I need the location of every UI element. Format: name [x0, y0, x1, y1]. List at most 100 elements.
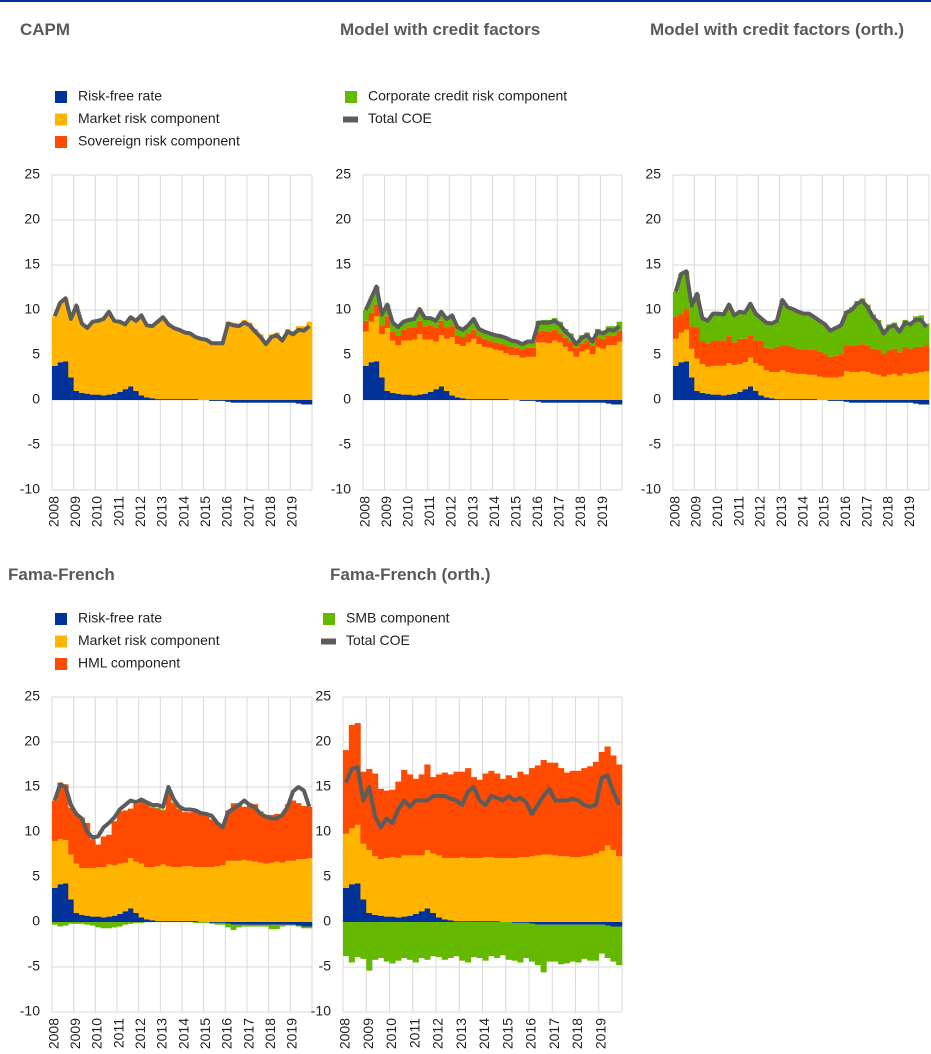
bar	[192, 867, 199, 922]
bar	[865, 400, 871, 403]
bar	[225, 321, 232, 400]
bar	[418, 922, 425, 958]
bar	[488, 921, 495, 922]
bar	[192, 811, 199, 868]
bar	[209, 922, 215, 924]
y-tick-label: 0	[323, 913, 331, 929]
bar	[290, 400, 297, 403]
bar	[427, 318, 434, 326]
bar	[833, 400, 839, 401]
bar	[854, 345, 860, 373]
bar	[395, 345, 402, 394]
legend-swatch	[55, 635, 67, 648]
bar	[154, 866, 161, 922]
y-tick-label: 15	[315, 778, 331, 794]
bar	[482, 857, 489, 922]
bar	[454, 335, 461, 345]
y-tick-label: -5	[649, 436, 662, 452]
bar	[306, 806, 313, 859]
bar	[465, 333, 472, 343]
bar	[79, 817, 85, 868]
bar	[517, 857, 524, 922]
legend-label: Total COE	[368, 110, 432, 126]
bar	[149, 867, 156, 921]
x-tick-label: 2018	[572, 496, 588, 527]
bar	[827, 400, 834, 401]
bar	[587, 855, 594, 922]
bar	[611, 335, 617, 346]
bar	[488, 922, 495, 957]
bar	[568, 341, 574, 352]
bar	[465, 325, 472, 334]
bar	[514, 341, 520, 348]
bar	[600, 348, 607, 400]
bar	[111, 865, 118, 916]
x-tick-label: 2014	[486, 496, 502, 527]
bar	[395, 327, 402, 336]
bar	[257, 400, 264, 403]
bar	[100, 922, 107, 929]
bar	[122, 810, 129, 863]
x-tick-label: 2012	[430, 1018, 446, 1049]
bar	[100, 395, 107, 400]
bar	[870, 400, 876, 403]
bar	[558, 924, 565, 965]
bar	[497, 350, 504, 400]
bar	[247, 860, 253, 922]
bar	[138, 863, 145, 918]
bar	[551, 340, 558, 400]
bar	[263, 814, 269, 864]
bar	[111, 320, 118, 394]
bar	[241, 859, 248, 922]
bar	[535, 400, 542, 402]
bar	[182, 399, 188, 400]
total-line	[673, 269, 928, 336]
bar	[252, 804, 259, 862]
bar	[465, 399, 472, 400]
bar	[187, 399, 194, 400]
bar	[171, 399, 177, 400]
bar	[508, 355, 515, 400]
bar	[758, 365, 764, 396]
bar	[412, 913, 419, 922]
bar	[492, 342, 499, 350]
bar	[519, 357, 526, 400]
bar	[389, 322, 396, 332]
bar	[806, 374, 812, 400]
bar	[133, 320, 139, 391]
bar	[427, 339, 434, 392]
bar	[843, 346, 850, 372]
bar	[558, 922, 565, 925]
bar	[127, 908, 134, 922]
bar	[763, 397, 770, 400]
y-tick-label: 10	[24, 301, 40, 317]
bar	[274, 332, 280, 400]
bar	[372, 922, 379, 960]
bar-series	[52, 361, 313, 405]
bar	[605, 400, 612, 404]
bar	[416, 394, 423, 400]
bar	[95, 922, 102, 928]
bar	[401, 769, 408, 856]
x-tick-label: 2010	[400, 496, 416, 527]
bar	[487, 399, 493, 400]
bar	[529, 923, 536, 962]
bar	[241, 922, 248, 925]
y-tick-label: 0	[653, 391, 661, 407]
bar	[552, 855, 559, 922]
bar	[368, 362, 375, 400]
bar	[144, 919, 150, 922]
bar	[422, 339, 429, 394]
bar	[198, 813, 204, 868]
bar	[731, 315, 738, 343]
bar	[678, 274, 684, 315]
bar	[416, 334, 423, 395]
bar	[89, 839, 96, 868]
bar	[379, 325, 385, 335]
bar	[182, 332, 188, 400]
bar	[849, 346, 855, 373]
bar	[552, 762, 559, 856]
bar	[563, 924, 570, 964]
bar	[241, 319, 248, 400]
bar	[263, 400, 269, 403]
